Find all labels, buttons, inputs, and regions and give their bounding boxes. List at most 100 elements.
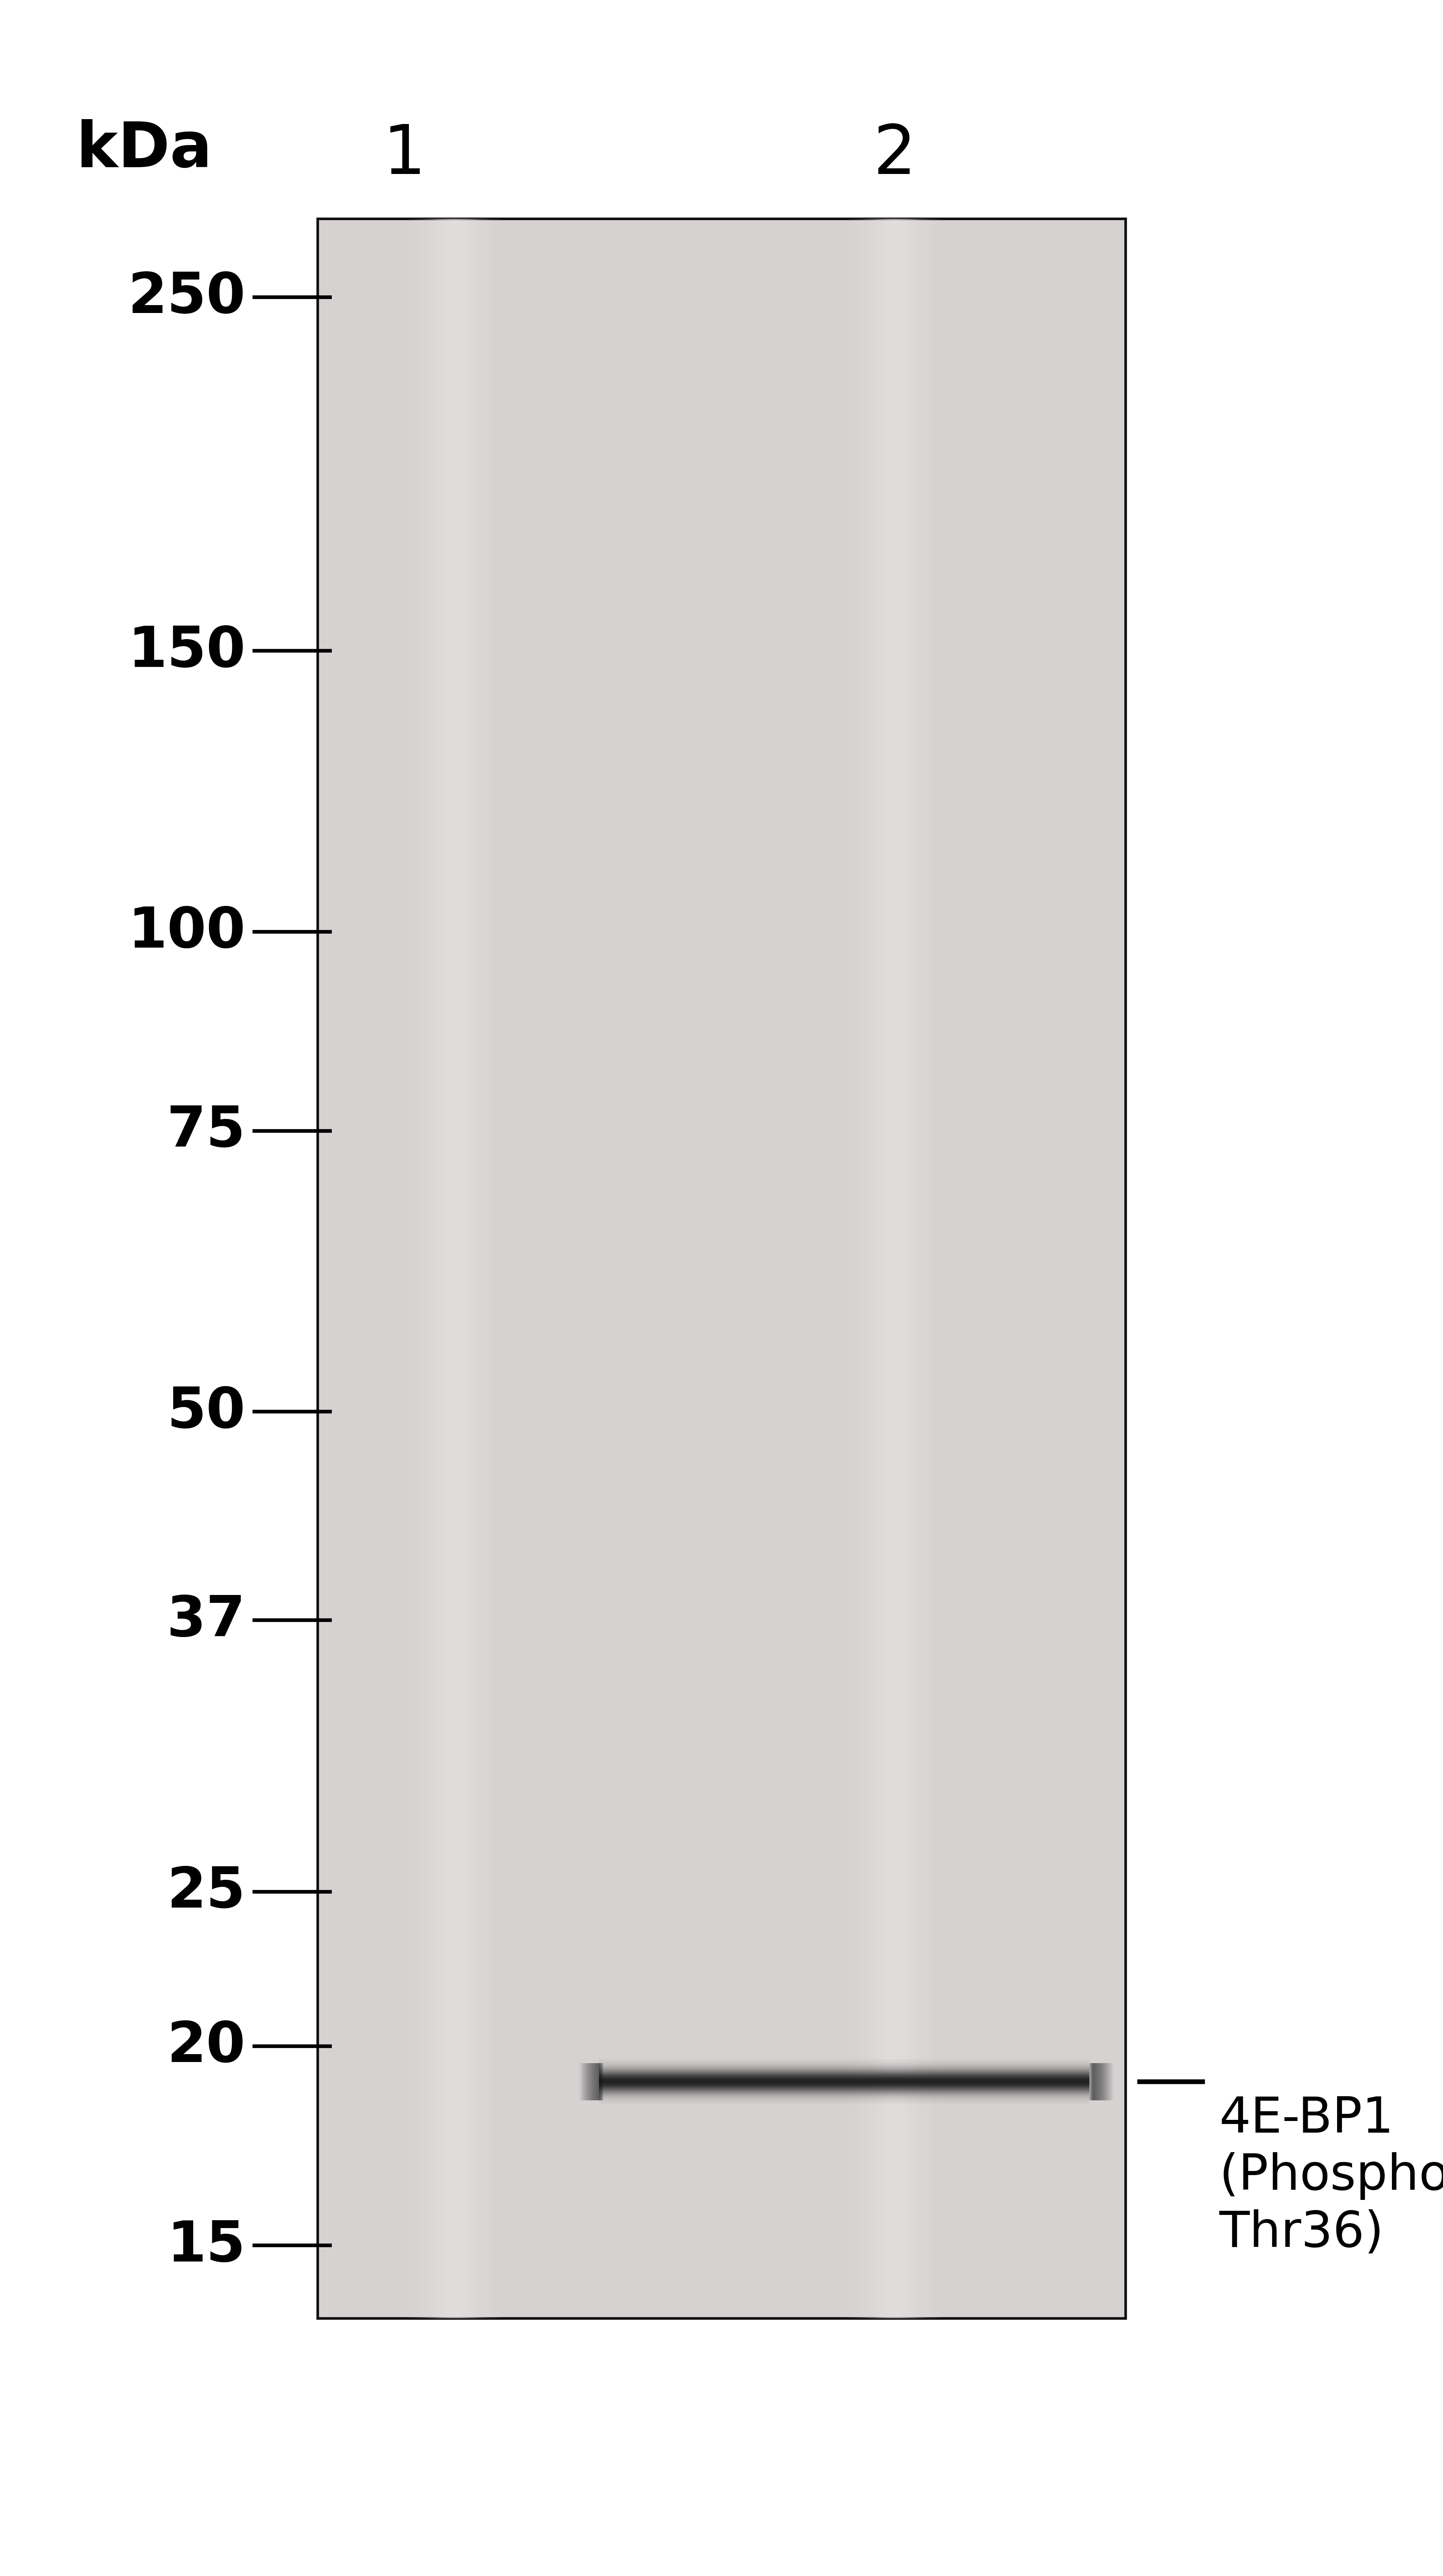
Bar [452,219,455,2318]
Text: 4E-BP1
(Phospho-
Thr36): 4E-BP1 (Phospho- Thr36) [1219,2094,1443,2257]
Bar [427,219,430,2318]
Bar [596,2063,600,2099]
Bar [430,219,433,2318]
Text: 25: 25 [167,1865,245,1919]
Bar [417,219,420,2318]
Text: 50: 50 [167,1383,245,1440]
Bar [592,2063,596,2099]
Bar [593,2063,597,2099]
Bar [1108,2063,1114,2099]
Text: kDa: kDa [76,118,212,180]
Bar [895,219,898,2318]
Bar [898,219,900,2318]
Bar [592,2063,597,2099]
Bar [579,2063,583,2099]
Bar [1104,2063,1108,2099]
Bar [919,219,922,2318]
Bar [932,219,935,2318]
Text: 37: 37 [167,1592,245,1649]
Bar [583,2063,589,2099]
Bar [486,219,489,2318]
Bar [848,219,851,2318]
Bar [1097,2063,1101,2099]
Text: 75: 75 [167,1105,245,1159]
Bar [911,219,913,2318]
Bar [407,219,411,2318]
Bar [433,219,436,2318]
Bar [1107,2063,1111,2099]
Text: 1: 1 [382,121,426,188]
Bar [476,219,479,2318]
Bar [882,219,886,2318]
Bar [1100,2063,1104,2099]
Bar [579,2063,583,2099]
Bar [479,219,482,2318]
Bar [1098,2063,1102,2099]
Bar [1094,2063,1098,2099]
Bar [439,219,442,2318]
Bar [892,219,895,2318]
Bar [1100,2063,1105,2099]
Bar [492,219,495,2318]
Bar [1105,2063,1108,2099]
Bar [597,2063,600,2099]
Bar [1091,2063,1097,2099]
Bar [460,219,463,2318]
Bar [913,219,916,2318]
Bar [498,219,502,2318]
Text: 2: 2 [873,121,916,188]
Bar [854,219,857,2318]
Bar [886,219,889,2318]
Bar [916,219,919,2318]
Bar [597,2063,602,2099]
Bar [587,2063,592,2099]
Bar [489,219,492,2318]
Bar [442,219,444,2318]
Bar [1095,2063,1100,2099]
Bar [1092,2063,1097,2099]
Bar [414,219,417,2318]
Bar [1110,2063,1114,2099]
Bar [1091,2063,1095,2099]
Bar [589,2063,592,2099]
Bar [879,219,882,2318]
Text: 15: 15 [167,2218,245,2272]
Bar [589,2063,593,2099]
Bar [860,219,863,2318]
Bar [1097,2063,1100,2099]
Bar [455,219,457,2318]
Bar [1105,2063,1110,2099]
Bar [1089,2063,1094,2099]
Bar [908,219,911,2318]
Bar [583,2063,587,2099]
Bar [436,219,439,2318]
Bar [580,2063,584,2099]
Bar [889,219,892,2318]
Bar [584,2063,589,2099]
Bar [938,219,941,2318]
Bar [870,219,873,2318]
Bar [929,219,932,2318]
Bar [423,219,427,2318]
Bar [411,219,414,2318]
Bar [444,219,449,2318]
Bar [924,219,926,2318]
Bar [903,219,908,2318]
Bar [900,219,903,2318]
Bar [866,219,870,2318]
Bar [935,219,938,2318]
Bar [470,219,473,2318]
Bar [449,219,452,2318]
Text: 150: 150 [127,623,245,677]
Text: 20: 20 [167,2020,245,2074]
Bar [586,2063,590,2099]
Bar [582,2063,586,2099]
Bar [863,219,866,2318]
Bar [473,219,476,2318]
Bar [1101,2063,1105,2099]
Bar [420,219,423,2318]
Bar [317,219,1126,2318]
Bar [457,219,460,2318]
Bar [857,219,860,2318]
Text: 100: 100 [127,904,245,958]
